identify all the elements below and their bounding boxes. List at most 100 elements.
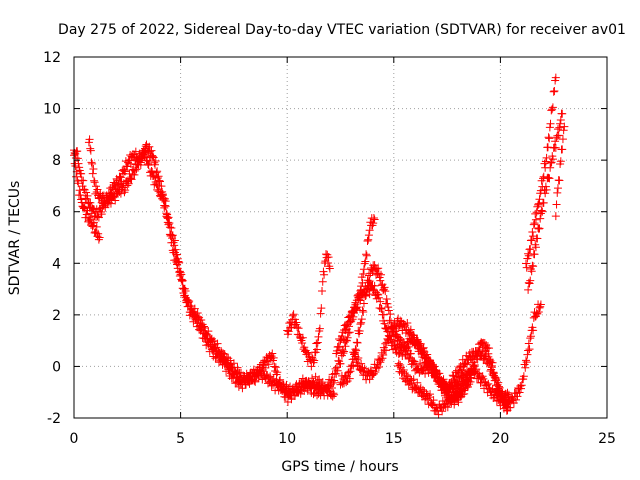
data-point — [515, 388, 524, 397]
data-point — [409, 331, 418, 340]
data-point — [480, 339, 489, 348]
data-point — [524, 346, 533, 355]
data-point — [526, 276, 535, 285]
data-point — [447, 398, 456, 407]
data-point — [75, 163, 84, 172]
data-point — [308, 355, 317, 364]
data-point — [369, 369, 378, 378]
data-point — [372, 364, 381, 373]
data-point — [521, 356, 530, 365]
data-point — [540, 159, 549, 168]
data-point — [151, 172, 160, 181]
data-point — [90, 178, 99, 187]
data-point — [97, 208, 106, 217]
data-point — [525, 345, 534, 354]
data-point — [364, 231, 373, 240]
data-point — [481, 343, 490, 352]
data-point — [341, 342, 350, 351]
axis-ticks: 0 5 10 15 20 25 -2 0 2 4 6 8 10 12 — [43, 50, 616, 447]
data-point — [150, 158, 159, 167]
data-point — [379, 310, 388, 319]
data-point — [494, 389, 503, 398]
data-point — [558, 145, 567, 154]
data-point — [376, 297, 385, 306]
data-point — [429, 396, 438, 405]
data-point — [534, 199, 543, 208]
data-point — [276, 375, 285, 384]
data-point — [159, 196, 168, 205]
data-point — [449, 394, 458, 403]
data-point — [488, 358, 497, 367]
data-point — [527, 236, 536, 245]
data-point — [369, 219, 378, 228]
data-point — [556, 119, 565, 128]
data-point — [376, 276, 385, 285]
data-point — [527, 267, 536, 276]
data-point — [221, 358, 230, 367]
data-point — [130, 170, 139, 179]
data-point — [327, 383, 336, 392]
data-point — [268, 349, 277, 358]
data-point — [327, 377, 336, 386]
data-point — [406, 349, 415, 358]
data-point — [317, 379, 326, 388]
data-point — [555, 123, 564, 132]
data-point — [344, 368, 353, 377]
data-point — [519, 372, 528, 381]
data-point — [524, 339, 533, 348]
data-point — [345, 318, 354, 327]
data-point — [361, 292, 370, 301]
data-point — [365, 375, 374, 384]
data-point — [534, 307, 543, 316]
data-point — [428, 360, 437, 369]
data-point — [320, 270, 329, 279]
data-point — [517, 381, 526, 390]
data-point — [121, 186, 130, 195]
data-point — [546, 119, 555, 128]
data-point — [508, 394, 517, 403]
data-point — [370, 281, 379, 290]
data-point — [378, 354, 387, 363]
data-point — [89, 165, 98, 174]
data-point — [359, 299, 368, 308]
data-point — [387, 331, 396, 340]
data-point — [452, 372, 461, 381]
x-tick-label: 20 — [491, 431, 509, 447]
data-point — [353, 291, 362, 300]
data-point — [312, 380, 321, 389]
data-point — [211, 354, 220, 363]
data-point — [86, 146, 95, 155]
data-point — [470, 368, 479, 377]
data-point — [546, 163, 555, 172]
data-marks — [70, 73, 569, 419]
data-point — [553, 184, 562, 193]
data-point — [160, 201, 169, 210]
data-point — [275, 376, 284, 385]
data-point — [532, 309, 541, 318]
data-point — [111, 184, 120, 193]
data-point — [504, 390, 513, 399]
data-point — [456, 384, 465, 393]
data-point — [513, 392, 522, 401]
data-point — [251, 372, 260, 381]
data-point — [291, 391, 300, 400]
y-tick-label: 4 — [52, 256, 61, 272]
data-point — [448, 395, 457, 404]
data-point — [404, 372, 413, 381]
data-point — [286, 323, 295, 332]
data-point — [356, 320, 365, 329]
data-point — [201, 334, 210, 343]
data-point — [530, 219, 539, 228]
data-point — [199, 329, 208, 338]
data-point — [157, 190, 166, 199]
data-point — [145, 142, 154, 151]
data-point — [450, 397, 459, 406]
data-point — [373, 290, 382, 299]
data-point — [164, 213, 173, 222]
data-point — [401, 321, 410, 330]
data-point — [190, 310, 199, 319]
data-point — [487, 386, 496, 395]
data-point — [194, 314, 203, 323]
data-point — [423, 350, 432, 359]
data-point — [195, 322, 204, 331]
